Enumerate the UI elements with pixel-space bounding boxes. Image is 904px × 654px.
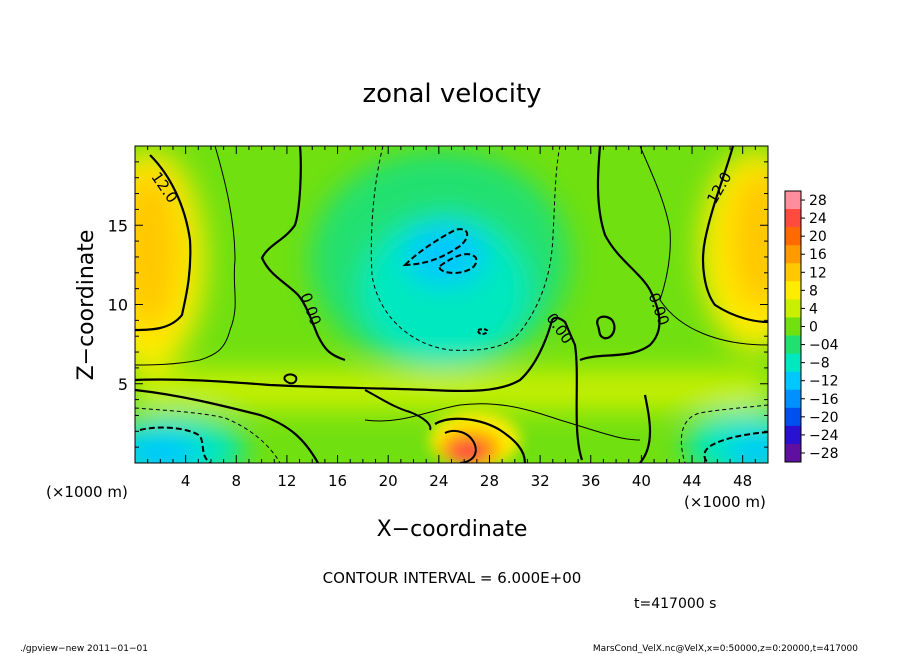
colorbar-segment [785,317,801,337]
x-tick-label: 36 [581,472,600,490]
x-tick-label: 40 [632,472,651,490]
contour-6-left [135,146,236,366]
colorbar-label: −28 [809,446,839,462]
contour-neg12-b [438,253,478,275]
contour-neg6-a [370,146,561,351]
contour-lines [135,146,768,463]
footer-right: MarsCond_VelX.nc@VelX,x=0:50000,z=0:2000… [593,644,858,654]
x-axis-label: X−coordinate [377,517,528,542]
contour-neg6-bl [135,407,281,463]
colorbar-label: 12 [809,265,827,281]
chart-title: zonal velocity [362,79,541,109]
time-text: t=417000 s [634,596,716,612]
x-tick-label: 44 [682,472,701,490]
x-tick-label: 4 [181,472,191,490]
x-unit-label-left: (×1000 m) [46,483,128,501]
colorbar-label: −12 [809,374,839,390]
color-field [135,146,768,463]
x-tick-label: 20 [379,472,398,490]
colorbar-segment [785,335,801,355]
colorbar-segment [785,443,801,463]
y-axis-label: Z−coordinate [74,230,99,381]
contour-neg12-br [703,431,768,463]
colorbar-label: −8 [809,356,830,372]
colorbar-segment [785,263,801,282]
colorbar-segment [785,371,801,391]
contour-12-left [135,154,192,332]
x-tick-label: 8 [232,472,242,490]
contour-zero-blob [596,315,616,340]
colorbar-segment [785,389,801,409]
contour-neg12-c [476,328,489,335]
colorbar-label: −24 [809,428,839,444]
x-tick-label: 16 [328,472,347,490]
y-tick-label: 5 [118,375,128,394]
contour-12-bottom-in [444,429,477,463]
contour-6-mid [364,403,641,441]
colorbar-label: 8 [809,283,818,299]
colorbar-segment [785,227,801,246]
colorbar-label: 24 [809,211,827,227]
contour-zero-right [579,146,661,362]
x-unit-label-right: (×1000 m) [684,493,766,511]
footer-left: ./gpview−new 2011−01−01 [20,644,148,654]
y-tick-label: 15 [108,216,128,235]
contour-zero-right-low [639,394,652,463]
colorbar-segment [785,281,801,300]
colorbar-segment [785,425,801,445]
colorbar-label: 4 [809,301,818,317]
contour-zero-left [260,146,346,362]
x-tick-label: 28 [480,472,499,490]
y-tick-label: 10 [108,296,128,315]
contour-neg6-br [680,404,768,463]
colorbar-label: 28 [809,193,827,209]
contour-6-right [639,146,768,346]
contour-interval-text: CONTOUR INTERVAL = 6.000E+00 [323,569,582,587]
colorbar-label: 16 [809,247,827,263]
contour-zero-bottom2 [364,389,432,431]
colorbar-segment [785,191,801,210]
contour-12-bottom [434,417,527,463]
x-tick-label: 12 [277,472,296,490]
colorbar-label: 0 [809,320,818,336]
contour-12-right [701,146,768,324]
colorbar-label: −04 [809,338,839,354]
colorbar-segment [785,353,801,373]
colorbar: 28 24 20 16 12 8 4 0 −04 −8 −12 −16 −20 −24 −28 [784,190,839,463]
x-tick-label: 24 [429,472,448,490]
colorbar-label: −20 [809,410,839,426]
colorbar-segment [785,209,801,228]
contour-zero-main [135,316,584,461]
x-tick-label: 48 [733,472,752,490]
colorbar-segment [785,407,801,427]
contour-zero-bottom [135,388,319,463]
contour-neg12-a [402,228,469,267]
colorbar-segment [785,299,801,318]
contour-zero-blob2 [283,373,298,385]
colorbar-label: −16 [809,392,839,408]
contour-neg12-bl [139,426,211,463]
colorbar-label: 20 [809,229,827,245]
x-tick-label: 32 [531,472,550,490]
colorbar-segment [785,245,801,264]
